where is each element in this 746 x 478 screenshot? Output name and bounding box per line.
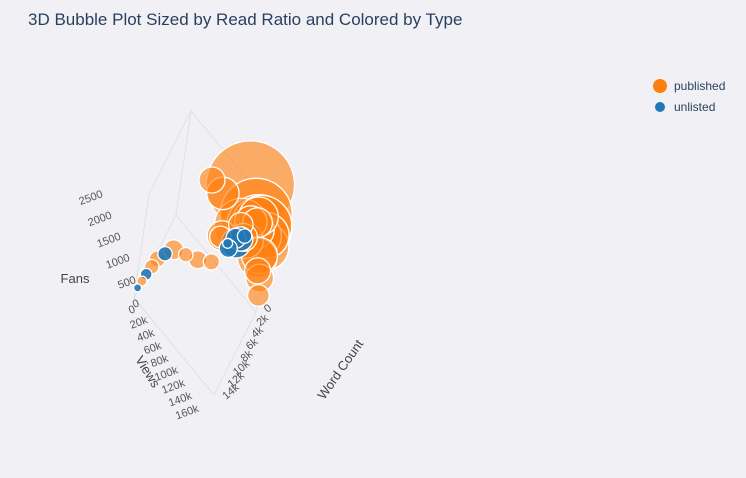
legend-label: published <box>674 79 726 93</box>
legend-marker-unlisted-icon <box>655 102 665 112</box>
legend-marker-published-icon <box>653 79 667 93</box>
chart-title: 3D Bubble Plot Sized by Read Ratio and C… <box>28 10 463 29</box>
tick-views-80k: 80k <box>149 353 170 371</box>
legend: published unlisted <box>652 78 725 115</box>
tick-fans-500: 500 <box>116 274 137 292</box>
tick-fans-1000: 1000 <box>104 252 131 272</box>
bubble-unlisted[interactable] <box>157 245 173 262</box>
tick-fans-0: 0 <box>131 297 141 310</box>
tick-fans-2000: 2000 <box>86 210 113 230</box>
tick-views-20k: 20k <box>128 314 149 332</box>
legend-label: unlisted <box>674 100 716 114</box>
legend-item-unlisted[interactable]: unlisted <box>652 99 725 115</box>
bubble-unlisted[interactable] <box>132 283 143 293</box>
bubble-published[interactable] <box>136 275 148 287</box>
tick-fans-1500: 1500 <box>95 231 122 251</box>
axis-title-word-count: Word Count <box>314 336 366 402</box>
axis-title-fans: Fans <box>61 271 90 286</box>
tick-views-60k: 60k <box>142 340 163 358</box>
tick-views-0: 0 <box>127 303 137 316</box>
bubble-published[interactable] <box>246 283 270 307</box>
tick-views-40k: 40k <box>135 327 156 345</box>
bubble-unlisted[interactable] <box>221 237 234 249</box>
tick-fans-2500: 2500 <box>77 188 104 208</box>
bubble-published[interactable] <box>202 253 221 271</box>
bubble-unlisted[interactable] <box>236 228 253 244</box>
bubble-published[interactable] <box>177 246 194 263</box>
bubble-layer <box>132 140 296 307</box>
bubble-published[interactable] <box>244 257 272 285</box>
bubble-published[interactable] <box>198 166 226 194</box>
legend-item-published[interactable]: published <box>652 78 725 94</box>
